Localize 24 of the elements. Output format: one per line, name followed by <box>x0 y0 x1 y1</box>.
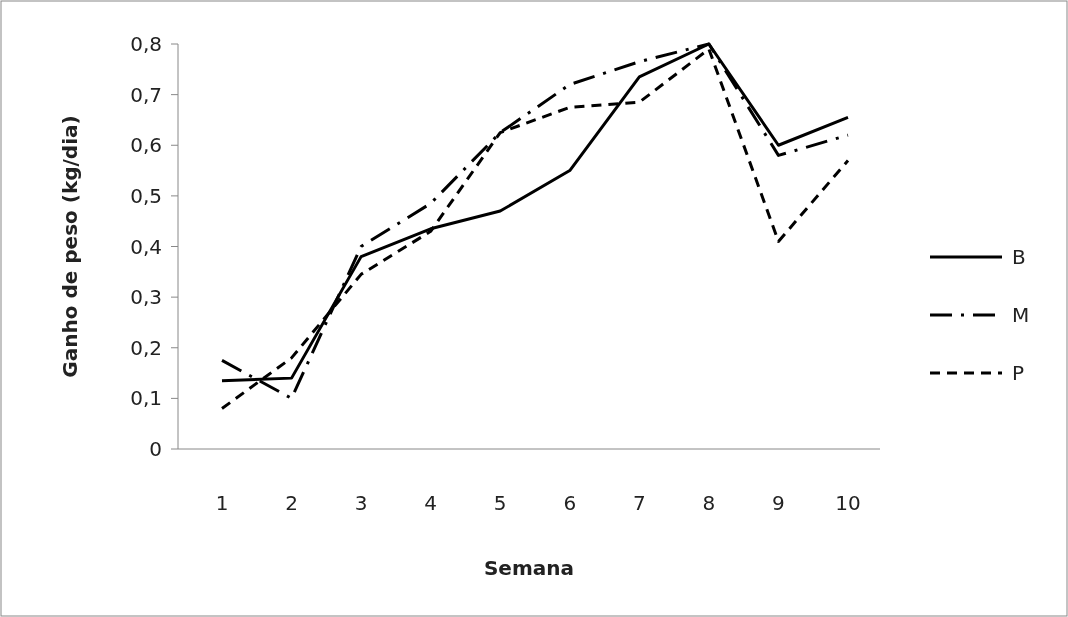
x-tick-label: 10 <box>835 491 861 515</box>
y-tick-label: 0,4 <box>130 234 162 259</box>
y-tick-label: 0 <box>149 437 162 461</box>
y-tick-label: 0,6 <box>130 133 162 158</box>
y-tick-label: 0,8 <box>130 32 162 56</box>
legend-label: M <box>1012 303 1030 327</box>
y-tick-label: 0,3 <box>130 285 162 310</box>
x-tick-label: 5 <box>493 491 507 515</box>
y-tick-label: 0,1 <box>130 386 162 411</box>
x-axis-title: Semana <box>483 556 575 580</box>
x-tick-label: 3 <box>354 491 368 515</box>
y-tick-label: 0,2 <box>130 335 162 360</box>
legend-label: P <box>1012 361 1025 385</box>
x-tick-label: 1 <box>215 491 229 515</box>
y-axis-title: Ganho de peso (kg/dia) <box>58 115 82 378</box>
x-tick-label: 2 <box>285 491 298 515</box>
y-tick-label: 0,5 <box>130 183 162 208</box>
y-tick-label: 0,7 <box>130 82 162 107</box>
x-tick-label: 6 <box>563 491 577 515</box>
x-tick-label: 8 <box>702 491 716 515</box>
legend-label: B <box>1012 245 1026 269</box>
x-tick-label: 7 <box>632 491 646 515</box>
x-tick-label: 9 <box>772 491 785 515</box>
x-tick-label: 4 <box>424 491 438 515</box>
